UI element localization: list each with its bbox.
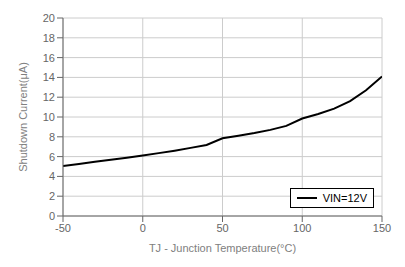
svg-text:20: 20 <box>43 12 55 24</box>
svg-text:12: 12 <box>43 91 55 103</box>
svg-text:0: 0 <box>49 210 55 222</box>
svg-text:0: 0 <box>140 222 146 234</box>
svg-text:2: 2 <box>49 190 55 202</box>
svg-text:14: 14 <box>43 71 55 83</box>
svg-text:Shutdown Current(μA): Shutdown Current(μA) <box>17 62 29 172</box>
svg-text:6: 6 <box>49 151 55 163</box>
svg-text:10: 10 <box>43 111 55 123</box>
svg-text:TJ - Junction Temperature(°C): TJ - Junction Temperature(°C) <box>149 242 296 254</box>
svg-text:50: 50 <box>216 222 228 234</box>
svg-text:16: 16 <box>43 52 55 64</box>
svg-text:100: 100 <box>293 222 311 234</box>
svg-text:150: 150 <box>373 222 391 234</box>
svg-text:8: 8 <box>49 131 55 143</box>
svg-text:4: 4 <box>49 170 55 182</box>
svg-text:-50: -50 <box>55 222 71 234</box>
svg-text:18: 18 <box>43 32 55 44</box>
html-text:VIN=12V: VIN=12V <box>322 192 367 204</box>
